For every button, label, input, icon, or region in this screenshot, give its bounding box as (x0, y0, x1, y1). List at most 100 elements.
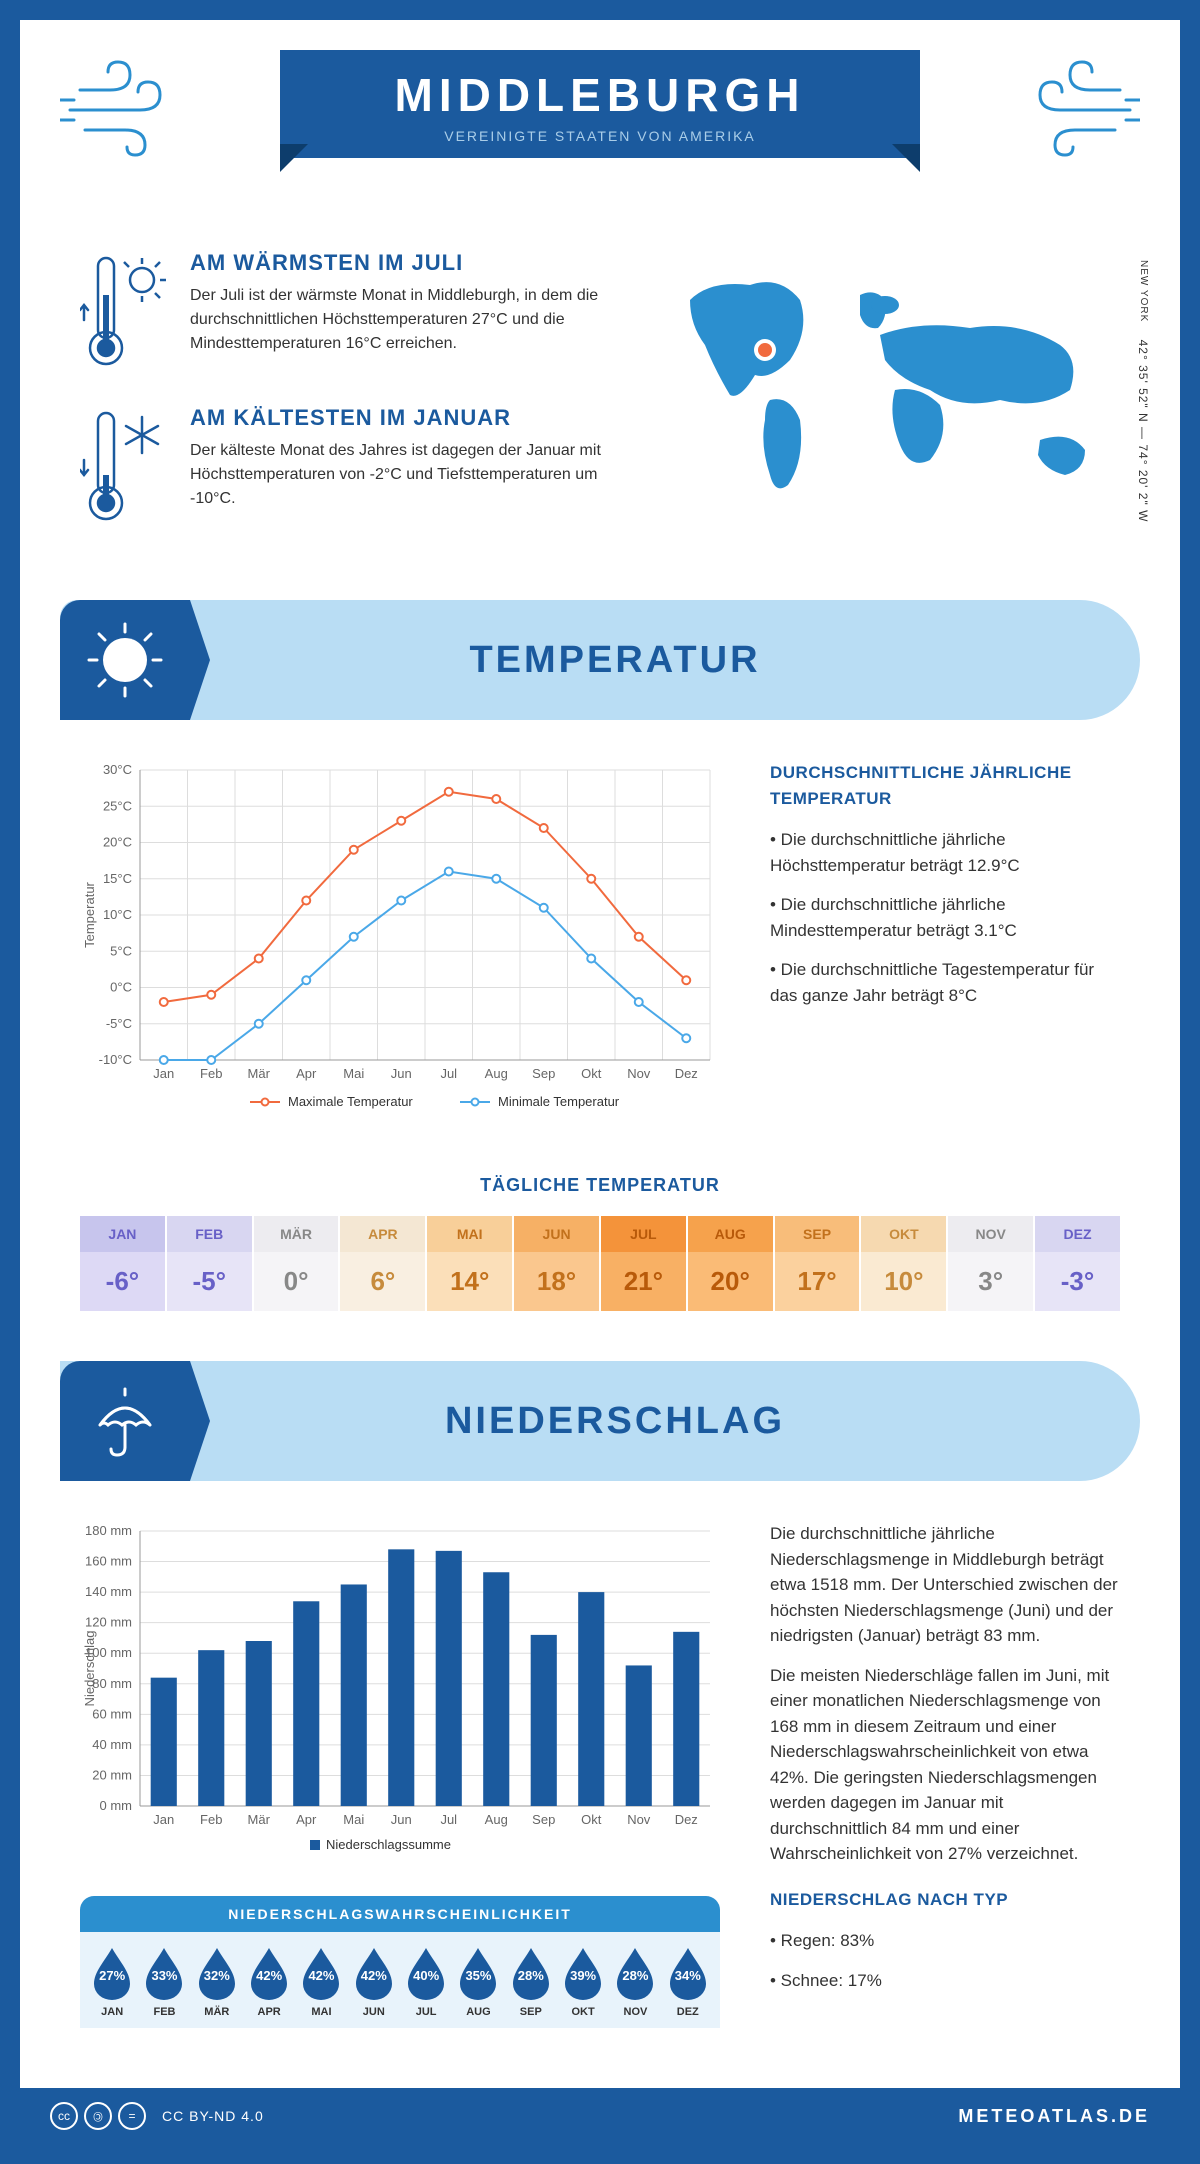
svg-text:Minimale Temperatur: Minimale Temperatur (498, 1094, 620, 1109)
section-heading-precip: NIEDERSCHLAG (60, 1361, 1140, 1481)
temp-summary-b2: • Die durchschnittliche jährliche Mindes… (770, 892, 1120, 943)
fact-warmest: AM WÄRMSTEN IM JULI Der Juli ist der wär… (80, 250, 620, 375)
svg-text:10°C: 10°C (103, 907, 132, 922)
precip-text-2: Die meisten Niederschläge fallen im Juni… (770, 1663, 1120, 1867)
svg-text:Okt: Okt (581, 1066, 602, 1081)
svg-text:-5°C: -5°C (106, 1016, 132, 1031)
svg-text:25°C: 25°C (103, 798, 132, 813)
daily-temp-cell: SEP17° (775, 1216, 862, 1311)
svg-text:Jul: Jul (440, 1812, 457, 1827)
daily-temp-strip: JAN-6°FEB-5°MÄR0°APR6°MAI14°JUN18°JUL21°… (80, 1216, 1120, 1311)
svg-text:Feb: Feb (200, 1812, 222, 1827)
temp-summary-b1: • Die durchschnittliche jährliche Höchst… (770, 827, 1120, 878)
city-title: MIDDLEBURGH (280, 68, 920, 122)
svg-text:40 mm: 40 mm (92, 1737, 132, 1752)
daily-temp-cell: JUN18° (514, 1216, 601, 1311)
region-label: NEW YORK (1138, 260, 1149, 322)
precip-text-1: Die durchschnittliche jährliche Niedersc… (770, 1521, 1120, 1649)
svg-text:Jan: Jan (153, 1066, 174, 1081)
umbrella-icon (85, 1381, 165, 1461)
precip-prob-cell: 33%FEB (138, 1946, 190, 2018)
svg-text:Mai: Mai (343, 1066, 364, 1081)
svg-text:Apr: Apr (296, 1066, 317, 1081)
svg-text:Feb: Feb (200, 1066, 222, 1081)
svg-text:Okt: Okt (581, 1812, 602, 1827)
svg-text:Aug: Aug (485, 1066, 508, 1081)
temp-summary-title: DURCHSCHNITTLICHE JÄHRLICHE TEMPERATUR (770, 760, 1120, 811)
precip-type-title: NIEDERSCHLAG NACH TYP (770, 1887, 1120, 1913)
temperature-heading: TEMPERATUR (210, 639, 1140, 682)
sun-icon (85, 620, 165, 700)
daily-temp-cell: AUG20° (688, 1216, 775, 1311)
svg-text:Mär: Mär (248, 1812, 271, 1827)
daily-temp-cell: FEB-5° (167, 1216, 254, 1311)
precip-type-b1: • Regen: 83% (770, 1928, 1120, 1954)
precip-bar-chart: 0 mm20 mm40 mm60 mm80 mm100 mm120 mm140 … (80, 1521, 720, 1861)
svg-text:80 mm: 80 mm (92, 1676, 132, 1691)
precip-row: 0 mm20 mm40 mm60 mm80 mm100 mm120 mm140 … (20, 1481, 1180, 2068)
svg-text:Jan: Jan (153, 1812, 174, 1827)
daily-temp-cell: OKT10° (861, 1216, 948, 1311)
precip-prob-cell: 42%APR (243, 1946, 295, 2018)
by-icon: 🄯 (84, 2102, 112, 2130)
footer: cc 🄯 = CC BY-ND 4.0 METEOATLAS.DE (20, 2088, 1180, 2144)
svg-text:0°C: 0°C (110, 980, 132, 995)
svg-text:Mär: Mär (248, 1066, 271, 1081)
thermometer-snow-icon (80, 405, 170, 525)
daily-temp-cell: JAN-6° (80, 1216, 167, 1311)
precip-prob-cell: 28%SEP (505, 1946, 557, 2018)
precip-prob-cell: 39%OKT (557, 1946, 609, 2018)
daily-temp-cell: MÄR0° (254, 1216, 341, 1311)
precip-prob-cell: 34%DEZ (662, 1946, 714, 2018)
precip-prob-cell: 35%AUG (452, 1946, 504, 2018)
fact-warmest-title: AM WÄRMSTEN IM JULI (190, 250, 620, 276)
precip-prob-cell: 42%JUN (348, 1946, 400, 2018)
precip-type-b2: • Schnee: 17% (770, 1968, 1120, 1994)
svg-text:Niederschlagssumme: Niederschlagssumme (326, 1837, 451, 1852)
svg-text:Nov: Nov (627, 1066, 651, 1081)
license-label: CC BY-ND 4.0 (162, 2108, 264, 2124)
fact-coldest: AM KÄLTESTEN IM JANUAR Der kälteste Mona… (80, 405, 620, 530)
precip-prob-title: NIEDERSCHLAGSWAHRSCHEINLICHKEIT (80, 1896, 720, 1932)
svg-text:20°C: 20°C (103, 835, 132, 850)
daily-temp-cell: DEZ-3° (1035, 1216, 1120, 1311)
svg-text:Temperatur: Temperatur (82, 881, 97, 947)
svg-text:140 mm: 140 mm (85, 1584, 132, 1599)
wind-icon-left (60, 50, 200, 160)
svg-text:0 mm: 0 mm (100, 1798, 133, 1813)
daily-temp-cell: JUL21° (601, 1216, 688, 1311)
intro-section: AM WÄRMSTEN IM JULI Der Juli ist der wär… (20, 230, 1180, 600)
precip-prob-cell: 27%JAN (86, 1946, 138, 2018)
precip-heading: NIEDERSCHLAG (210, 1400, 1140, 1443)
svg-text:Maximale Temperatur: Maximale Temperatur (288, 1094, 413, 1109)
svg-text:-10°C: -10°C (99, 1052, 132, 1067)
site-label: METEOATLAS.DE (958, 2106, 1150, 2127)
thermometer-sun-icon (80, 250, 170, 370)
svg-text:160 mm: 160 mm (85, 1554, 132, 1569)
nd-icon: = (118, 2102, 146, 2130)
svg-text:20 mm: 20 mm (92, 1767, 132, 1782)
cc-icon: cc (50, 2102, 78, 2130)
svg-text:Sep: Sep (532, 1066, 555, 1081)
country-subtitle: VEREINIGTE STAATEN VON AMERIKA (280, 128, 920, 144)
svg-text:Apr: Apr (296, 1812, 317, 1827)
precip-prob-cell: 28%NOV (609, 1946, 661, 2018)
world-map: NEW YORK 42° 35' 52" N — 74° 20' 2" W (660, 250, 1120, 560)
svg-text:Aug: Aug (485, 1812, 508, 1827)
svg-text:Niederschlag: Niederschlag (82, 1631, 97, 1707)
daily-temp-cell: APR6° (340, 1216, 427, 1311)
svg-text:Mai: Mai (343, 1812, 364, 1827)
svg-text:5°C: 5°C (110, 943, 132, 958)
fact-warmest-text: Der Juli ist der wärmste Monat in Middle… (190, 284, 620, 356)
daily-temp-cell: MAI14° (427, 1216, 514, 1311)
svg-text:180 mm: 180 mm (85, 1523, 132, 1538)
fact-coldest-title: AM KÄLTESTEN IM JANUAR (190, 405, 620, 431)
svg-text:Dez: Dez (675, 1066, 698, 1081)
temperature-line-chart: -10°C-5°C0°C5°C10°C15°C20°C25°C30°CJanFe… (80, 760, 720, 1120)
svg-text:Sep: Sep (532, 1812, 555, 1827)
svg-text:Nov: Nov (627, 1812, 651, 1827)
svg-text:30°C: 30°C (103, 762, 132, 777)
precip-prob-cell: 42%MAI (295, 1946, 347, 2018)
temp-summary-b3: • Die durchschnittliche Tagestemperatur … (770, 957, 1120, 1008)
header: MIDDLEBURGH VEREINIGTE STAATEN VON AMERI… (20, 20, 1180, 230)
